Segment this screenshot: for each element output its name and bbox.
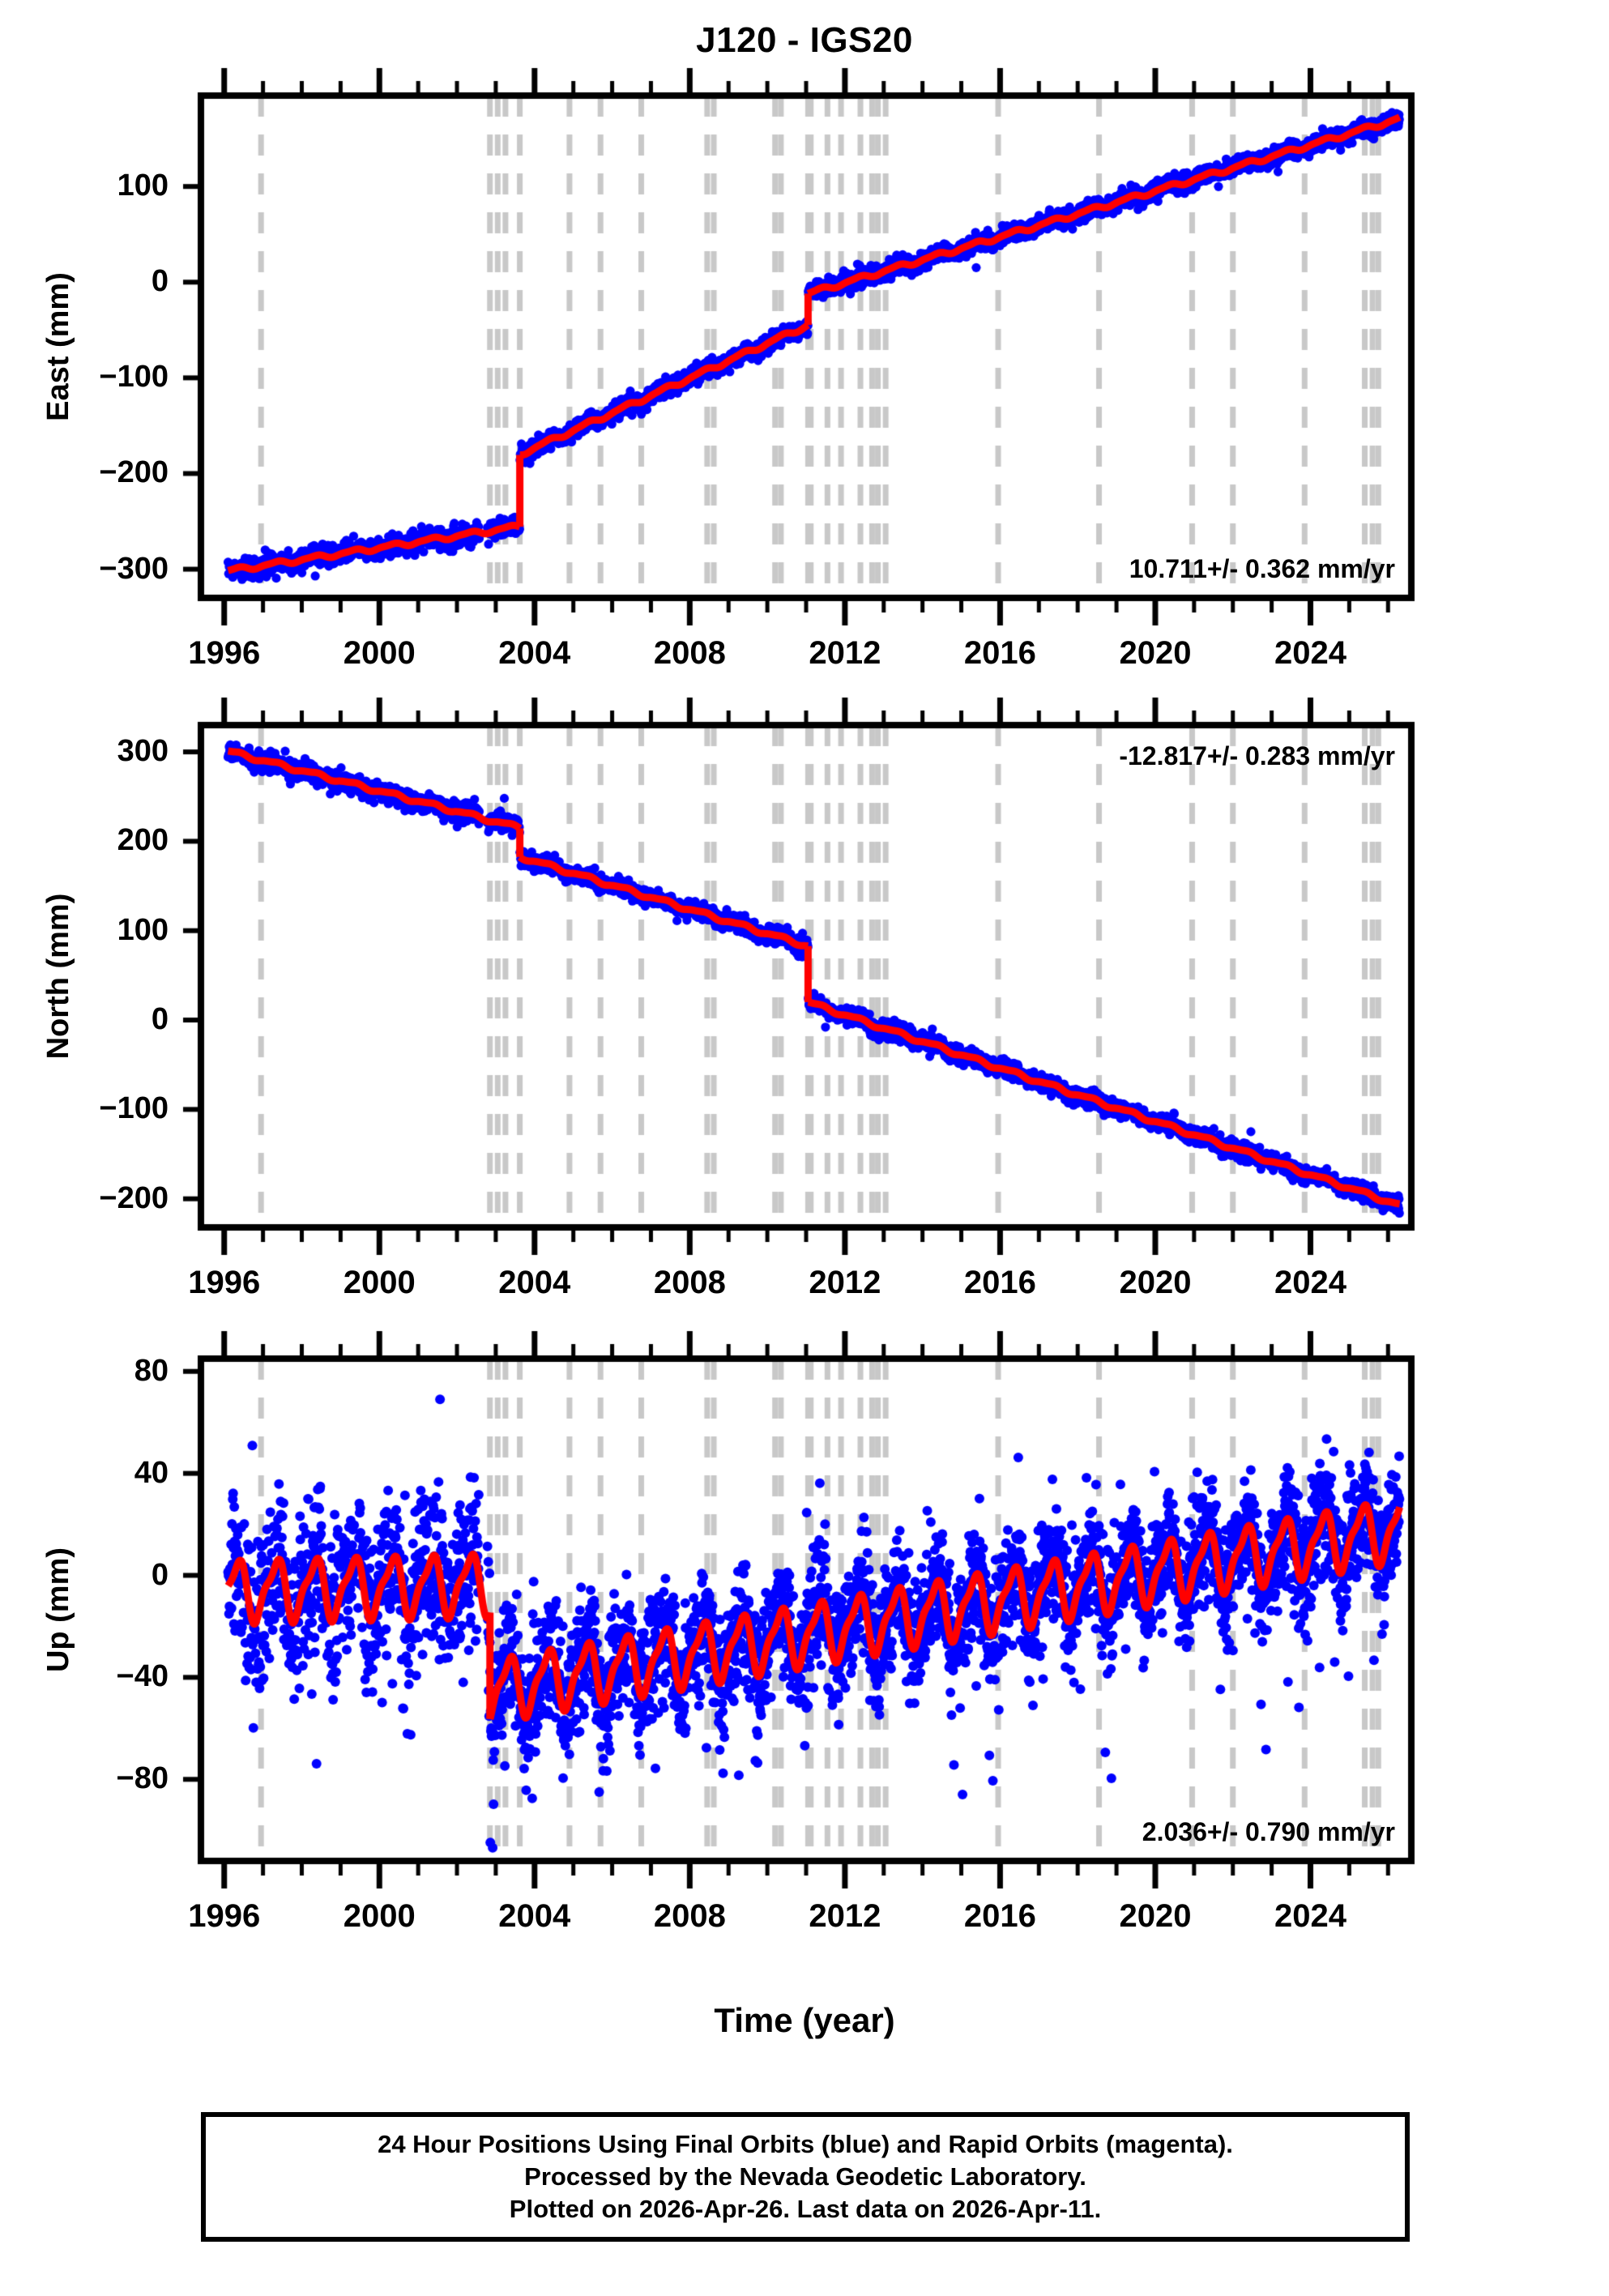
- footer-line-1: 24 Hour Positions Using Final Orbits (bl…: [378, 2130, 1233, 2159]
- east-xtick-6: 2020: [1119, 635, 1192, 671]
- north-ytick-3: 0: [151, 1002, 169, 1037]
- up-rate-annotation: 2.036+/- 0.790 mm/yr: [1142, 1817, 1395, 1846]
- north-xtick-1: 2000: [343, 1265, 416, 1300]
- east-ytick-3: −200: [99, 455, 169, 490]
- up-xtick-6: 2020: [1119, 1898, 1192, 1934]
- north-ytick-5: −200: [99, 1180, 169, 1215]
- east-xtick-2: 2004: [498, 635, 571, 671]
- up-xtick-1: 2000: [343, 1898, 416, 1934]
- footer-line-3: Plotted on 2026-Apr-26. Last data on 202…: [509, 2194, 1102, 2223]
- east-ytick-0: 100: [117, 169, 169, 203]
- page-title: J120 - IGS20: [696, 20, 913, 60]
- xaxis-title: Time (year): [714, 2001, 895, 2039]
- east-xtick-4: 2012: [809, 635, 881, 671]
- north-xtick-4: 2012: [809, 1265, 881, 1300]
- up-ytick-3: −40: [116, 1659, 169, 1694]
- east-ytick-2: −100: [99, 360, 169, 395]
- up-ytick-0: 80: [134, 1353, 169, 1388]
- up-xtick-0: 1996: [188, 1898, 261, 1934]
- north-ytick-2: 100: [117, 912, 169, 947]
- north-xtick-3: 2008: [653, 1265, 726, 1300]
- east-ytick-4: −300: [99, 551, 169, 586]
- north-ytick-0: 300: [117, 734, 169, 769]
- north-xtick-2: 2004: [498, 1265, 571, 1300]
- east-xtick-1: 2000: [343, 635, 416, 671]
- north-xtick-6: 2020: [1119, 1265, 1192, 1300]
- north-ytick-4: −100: [99, 1091, 169, 1126]
- up-xtick-2: 2004: [498, 1898, 571, 1934]
- up-xtick-7: 2024: [1274, 1898, 1347, 1934]
- east-xtick-7: 2024: [1274, 635, 1347, 671]
- north-ytick-1: 200: [117, 823, 169, 858]
- up-ytick-4: −80: [116, 1761, 169, 1796]
- north-xtick-7: 2024: [1274, 1265, 1347, 1300]
- footer-caption-box: 24 Hour Positions Using Final Orbits (bl…: [201, 2112, 1410, 2242]
- up-ytick-1: 40: [134, 1455, 169, 1490]
- north-xtick-0: 1996: [188, 1265, 261, 1300]
- up-xtick-3: 2008: [653, 1898, 726, 1934]
- east-ytick-1: 0: [151, 264, 169, 299]
- east-xtick-3: 2008: [653, 635, 726, 671]
- up-ytick-2: 0: [151, 1557, 169, 1592]
- east-xtick-0: 1996: [188, 635, 261, 671]
- east-rate-annotation: 10.711+/- 0.362 mm/yr: [1129, 554, 1395, 583]
- footer-line-2: Processed by the Nevada Geodetic Laborat…: [524, 2162, 1086, 2191]
- east-xtick-5: 2016: [963, 635, 1036, 671]
- north-rate-annotation: -12.817+/- 0.283 mm/yr: [1119, 741, 1395, 770]
- north-xtick-5: 2016: [963, 1265, 1036, 1300]
- up-xtick-5: 2016: [963, 1898, 1036, 1934]
- up-xtick-4: 2012: [809, 1898, 881, 1934]
